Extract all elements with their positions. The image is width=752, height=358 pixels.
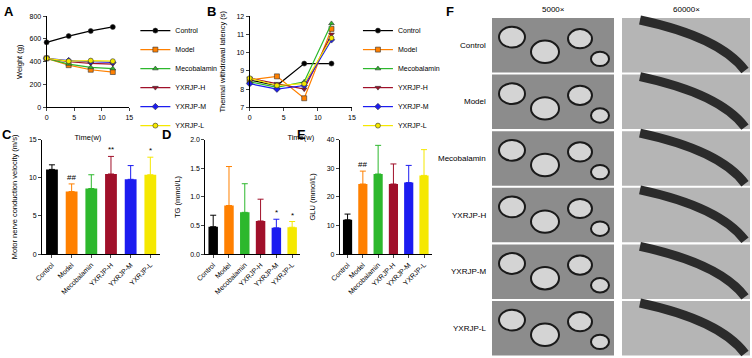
svg-text:Mecobalamin: Mecobalamin xyxy=(214,261,248,295)
svg-text:YXRJP-M: YXRJP-M xyxy=(175,103,206,110)
svg-text:0: 0 xyxy=(248,114,252,121)
svg-text:YXRJP-M: YXRJP-M xyxy=(451,267,486,276)
svg-text:800: 800 xyxy=(30,13,42,20)
svg-text:0: 0 xyxy=(37,104,41,111)
svg-text:15: 15 xyxy=(29,136,37,143)
svg-text:Model: Model xyxy=(348,261,367,280)
svg-text:Control: Control xyxy=(195,261,216,282)
svg-text:YXRJP-H: YXRJP-H xyxy=(452,211,486,220)
svg-text:15: 15 xyxy=(125,114,133,121)
svg-text:Motor nerve conduction velocit: Motor nerve conduction velocity (m/s) xyxy=(10,134,19,259)
svg-text:11: 11 xyxy=(237,31,244,38)
svg-text:*: * xyxy=(275,208,278,217)
svg-text:*: * xyxy=(291,211,294,220)
svg-text:2.0: 2.0 xyxy=(190,136,200,143)
svg-text:60000×: 60000× xyxy=(673,5,700,14)
svg-text:TG (mmol/L): TG (mmol/L) xyxy=(173,175,182,218)
svg-text:10: 10 xyxy=(314,114,322,121)
svg-text:A: A xyxy=(4,4,14,19)
svg-text:15: 15 xyxy=(348,114,356,121)
svg-text:YXRJP-H: YXRJP-H xyxy=(398,84,428,91)
svg-text:Control: Control xyxy=(460,41,486,50)
svg-text:**: ** xyxy=(108,145,114,154)
svg-text:Model: Model xyxy=(56,261,75,280)
svg-text:Model: Model xyxy=(175,46,195,53)
svg-text:400: 400 xyxy=(30,58,42,65)
svg-text:Control: Control xyxy=(175,27,198,34)
svg-text:YXRJP-L: YXRJP-L xyxy=(398,122,427,129)
svg-text:0.0: 0.0 xyxy=(190,251,200,258)
svg-text:0.5: 0.5 xyxy=(190,222,200,229)
svg-text:YXRJP-H: YXRJP-H xyxy=(370,261,396,287)
svg-text:Mecobalamin: Mecobalamin xyxy=(175,65,217,72)
svg-text:D: D xyxy=(162,127,171,142)
svg-text:20: 20 xyxy=(327,193,335,200)
svg-text:Mecobalamin: Mecobalamin xyxy=(398,65,440,72)
svg-text:10: 10 xyxy=(236,49,244,56)
svg-text:YXRJP-L: YXRJP-L xyxy=(270,261,295,286)
svg-text:YXRJP-L: YXRJP-L xyxy=(402,261,427,286)
svg-text:200: 200 xyxy=(30,81,42,88)
svg-text:7: 7 xyxy=(240,104,244,111)
svg-text:Mecobalamin: Mecobalamin xyxy=(347,261,381,295)
svg-text:Mecobalamin: Mecobalamin xyxy=(438,154,486,163)
svg-text:YXRJP-L: YXRJP-L xyxy=(453,324,486,333)
svg-text:YXRJP-H: YXRJP-H xyxy=(175,84,205,91)
svg-text:Control: Control xyxy=(398,27,421,34)
svg-text:C: C xyxy=(2,127,12,142)
svg-text:Model: Model xyxy=(214,261,233,280)
svg-text:5: 5 xyxy=(282,114,286,121)
svg-text:Time(w): Time(w) xyxy=(75,133,102,142)
svg-text:Control: Control xyxy=(330,261,351,282)
svg-text:8: 8 xyxy=(240,86,244,93)
svg-text:YXRJP-H: YXRJP-H xyxy=(238,261,264,287)
svg-text:##: ## xyxy=(358,160,367,169)
svg-text:B: B xyxy=(207,4,216,19)
svg-text:10: 10 xyxy=(29,174,37,181)
svg-text:1.5: 1.5 xyxy=(190,165,200,172)
svg-text:5: 5 xyxy=(33,212,37,219)
svg-text:F: F xyxy=(446,4,454,19)
svg-text:600: 600 xyxy=(30,35,42,42)
svg-text:12: 12 xyxy=(236,13,244,20)
svg-text:5: 5 xyxy=(72,114,76,121)
svg-text:Time(w): Time(w) xyxy=(287,133,314,142)
svg-text:30: 30 xyxy=(327,165,335,172)
svg-text:40: 40 xyxy=(327,136,335,143)
svg-text:9: 9 xyxy=(240,67,244,74)
svg-text:Thermal withdrawal latency (s): Thermal withdrawal latency (s) xyxy=(218,10,227,112)
svg-text:GLU (mmol/L): GLU (mmol/L) xyxy=(308,173,317,221)
svg-text:0: 0 xyxy=(331,251,335,258)
svg-text:Model: Model xyxy=(398,46,418,53)
svg-text:Model: Model xyxy=(464,97,486,106)
svg-text:YXRJP-M: YXRJP-M xyxy=(385,261,412,288)
svg-text:10: 10 xyxy=(327,222,335,229)
svg-text:YXRJP-M: YXRJP-M xyxy=(253,261,280,288)
svg-text:YXRJP-L: YXRJP-L xyxy=(175,122,204,129)
svg-text:YXRJP-L: YXRJP-L xyxy=(128,261,153,286)
svg-text:Control: Control xyxy=(34,261,55,282)
svg-text:Mecobalamin: Mecobalamin xyxy=(60,261,94,295)
svg-text:YXRJP-H: YXRJP-H xyxy=(88,261,114,287)
svg-text:E: E xyxy=(297,127,306,142)
svg-text:*: * xyxy=(149,146,152,155)
svg-text:##: ## xyxy=(67,173,76,182)
svg-text:Weight (g): Weight (g) xyxy=(15,44,24,79)
svg-text:0: 0 xyxy=(33,251,37,258)
svg-text:YXRJP-M: YXRJP-M xyxy=(107,261,134,288)
svg-text:YXRJP-M: YXRJP-M xyxy=(398,103,429,110)
svg-text:0: 0 xyxy=(45,114,49,121)
svg-text:5000×: 5000× xyxy=(542,5,565,14)
svg-text:1.0: 1.0 xyxy=(190,193,200,200)
svg-text:10: 10 xyxy=(98,114,106,121)
